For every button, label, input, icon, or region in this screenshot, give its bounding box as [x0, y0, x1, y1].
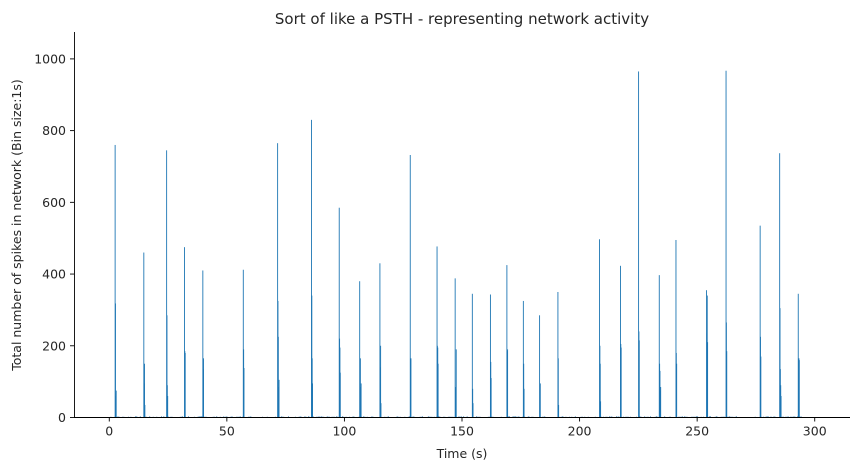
- histogram-bar: [799, 360, 800, 417]
- histogram-bar: [167, 396, 168, 418]
- histogram-bar: [639, 340, 640, 417]
- histogram-bar: [381, 403, 382, 417]
- histogram-bar: [781, 396, 782, 418]
- histogram-bar: [203, 358, 204, 417]
- histogram-bar: [279, 380, 280, 418]
- x-tick-label: 50: [219, 424, 235, 439]
- y-tick-label: 800: [42, 123, 66, 138]
- y-tick-label: 200: [42, 338, 66, 353]
- histogram-bar: [144, 405, 145, 418]
- histogram-bar: [707, 342, 708, 417]
- histogram-bar: [491, 378, 492, 417]
- x-tick-label: 100: [332, 424, 356, 439]
- chart-title: Sort of like a PSTH - representing netwo…: [275, 10, 649, 28]
- histogram-bar: [411, 358, 412, 417]
- histogram-bar: [340, 373, 341, 418]
- y-axis-ticks: 0 200 400 600 800 1000: [34, 51, 74, 425]
- histogram-bar: [524, 389, 525, 418]
- x-tick-label: 0: [105, 424, 113, 439]
- x-tick-label: 150: [450, 424, 474, 439]
- histogram-bar: [540, 383, 541, 417]
- histogram-bar: [244, 368, 245, 417]
- histogram-bar: [507, 349, 508, 417]
- x-tick-label: 250: [685, 424, 709, 439]
- y-axis-label: Total number of spikes in network (Bin s…: [9, 79, 24, 372]
- histogram-bar: [473, 403, 474, 417]
- histogram-bar: [760, 357, 761, 418]
- x-axis-ticks: 0 50 100 150 200 250 300: [105, 418, 826, 439]
- histogram-bar: [676, 364, 677, 418]
- histogram-bar: [456, 349, 457, 417]
- histogram-bar: [558, 405, 559, 418]
- histogram-bar: [660, 387, 661, 417]
- x-tick-label: 300: [803, 424, 827, 439]
- y-tick-label: 1000: [34, 51, 66, 66]
- x-axis-label: Time (s): [436, 446, 488, 461]
- histogram-bar: [312, 383, 313, 417]
- y-tick-label: 0: [58, 410, 66, 425]
- histogram-bar: [185, 353, 186, 418]
- y-tick-label: 600: [42, 195, 66, 210]
- histogram-bar: [438, 364, 439, 418]
- histogram-bar: [621, 348, 622, 418]
- y-tick-label: 400: [42, 267, 66, 282]
- histogram-bar: [116, 391, 117, 418]
- histogram-bar: [361, 383, 362, 417]
- histogram-bar: [726, 351, 727, 417]
- bar-series: [109, 71, 801, 418]
- x-tick-label: 200: [568, 424, 592, 439]
- histogram-bar: [600, 401, 601, 417]
